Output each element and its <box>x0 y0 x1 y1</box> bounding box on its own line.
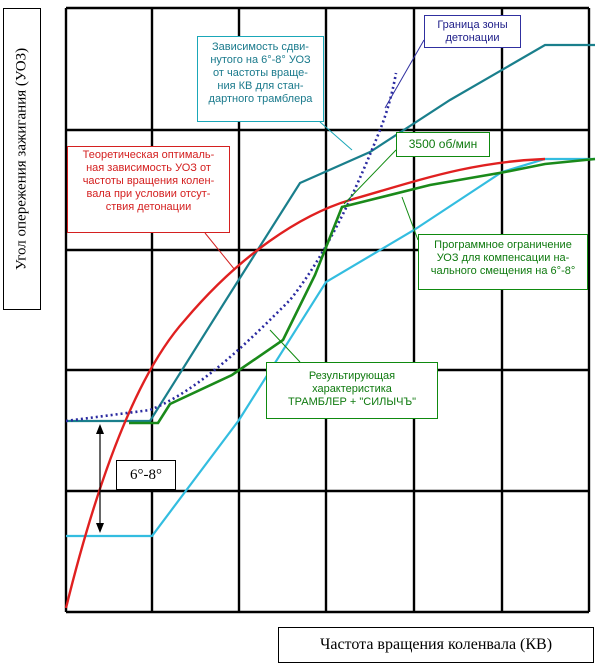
callout-line: нутого на 6°-8° УОЗ <box>210 54 311 66</box>
program-limit-callout: Программное ограничение УОЗ для компенса… <box>418 234 588 290</box>
callout-line: УОЗ для компенсации на- <box>436 252 570 264</box>
callout-line: Зависимость сдви- <box>212 41 309 53</box>
offset-callout: 6°-8° <box>116 460 176 490</box>
callout-line: Граница зоны <box>437 19 508 31</box>
callout-line: ТРАМБЛЕР + "СИЛЫЧЪ" <box>287 396 417 408</box>
callout-line: детонации <box>445 32 500 44</box>
resulting-callout: Результирующая характеристика ТРАМБЛЕР +… <box>266 362 438 419</box>
callout-line: ная зависимость УОЗ от <box>86 162 211 174</box>
knock-boundary-callout: Граница зоны детонации <box>424 15 521 48</box>
callout-line: дартного трамблера <box>208 93 313 105</box>
callout-line: Программное ограничение <box>434 239 572 251</box>
standard-distributor-curve <box>66 157 595 538</box>
callout-line: ния КВ для стан- <box>217 80 304 92</box>
theoretical-callout: Теоретическая оптималь- ная зависимость … <box>67 146 230 233</box>
y-axis-label-box: Угол опережения зажигания (УОЗ) <box>3 8 41 310</box>
offset-arrow <box>96 424 104 533</box>
callout-line: Теоретическая оптималь- <box>82 149 215 161</box>
shifted-callout: Зависимость сдви- нутого на 6°-8° УОЗ от… <box>197 36 324 122</box>
rpm-3500-callout: 3500 об/мин <box>396 132 490 157</box>
grid <box>64 6 591 614</box>
callout-line: частоты вращения колен- <box>82 175 215 187</box>
callout-line: ствия детонации <box>105 201 192 213</box>
x-axis-label: Частота вращения коленвала (КВ) <box>278 627 594 663</box>
knock-boundary-curve <box>65 72 398 423</box>
callout-line: вала при условии отсут- <box>86 188 211 200</box>
y-axis-label: Угол опережения зажигания (УОЗ) <box>13 47 30 271</box>
theoretical-optimal-curve <box>64 157 546 609</box>
callout-line: характеристика <box>312 383 392 395</box>
callout-line: чального смещения на 6°-8° <box>430 265 576 277</box>
callout-line: от частоты враще- <box>213 67 308 79</box>
callout-line: Результирующая <box>308 370 396 382</box>
resulting-curve <box>129 157 596 425</box>
shifted-advance-curve <box>66 43 595 423</box>
callout-leaders <box>204 39 425 363</box>
